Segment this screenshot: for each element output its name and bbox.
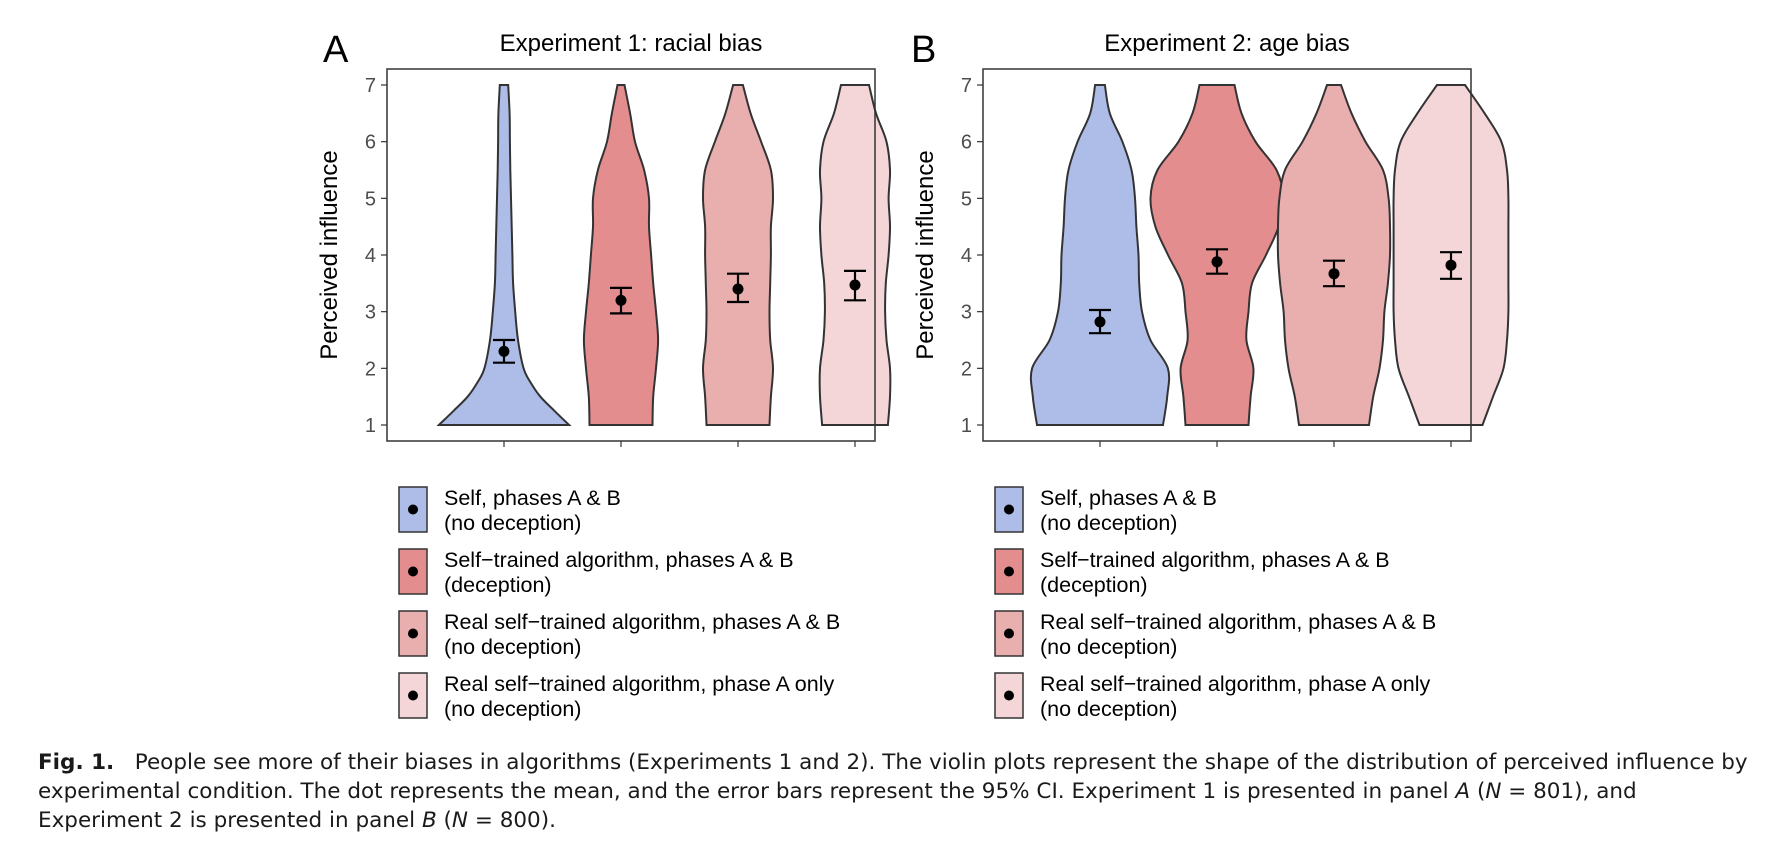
plot-frame [386,68,876,442]
y-tick-label: 6 [961,132,972,154]
legend-dot [1004,628,1014,639]
y-tick-label: 1 [365,415,376,437]
caption-panel-b: B [421,808,437,833]
y-tick-label: 2 [961,358,972,380]
y-axis-label: Perceived influence [316,150,343,359]
legend-dot [408,504,418,515]
y-axis-label: Perceived influence [912,150,939,359]
caption-text-4: ( [436,808,452,833]
legend-label-detail: (no deception) [444,511,581,535]
mean-dot [1094,316,1106,328]
y-tick-label: 5 [961,188,972,210]
violin-3 [701,84,775,426]
legend-label: Real self−trained algorithm, phases A & … [444,610,840,634]
y-tick-label: 6 [365,132,376,154]
violin-2 [582,84,660,426]
legend-dot [1004,690,1014,701]
mean-dot [1211,256,1223,268]
y-tick-label: 4 [365,245,376,267]
legend-label: Self−trained algorithm, phases A & B [1040,548,1390,572]
legend-label-detail: (no deception) [1040,697,1177,721]
figure-canvas: A Experiment 1: racial bias Perceived infl… [316,29,1510,721]
violin-3 [1276,84,1392,426]
panel-title: Experiment 2: age bias [1104,30,1349,57]
mean-dot [849,279,861,291]
legend-label: Self, phases A & B [444,486,621,510]
mean-dot [732,283,744,295]
caption-label: Fig. 1. [38,750,115,775]
violin-1 [1029,84,1171,426]
figure-caption: Fig. 1. People see more of their biases … [38,748,1758,835]
mean-dot [498,345,510,357]
mean-dot [1328,268,1340,280]
legend-dot [1004,504,1014,515]
mean-dot [615,294,627,306]
caption-n-symbol-2: N [451,808,469,833]
legend-label-detail: (deception) [1040,573,1148,597]
y-tick-label: 7 [365,75,376,97]
y-tick-label: 7 [961,75,972,97]
y-tick-label: 3 [365,302,376,324]
violin-4 [818,84,892,426]
legend-dot [408,566,418,577]
plot-frame [982,68,1472,442]
legend-label: Real self−trained algorithm, phase A onl… [444,672,834,696]
caption-text-5: = 800). [468,808,556,833]
panel-b: B Experiment 2: age bias Perceived influen… [911,29,1510,721]
mean-dot [1445,259,1457,271]
legend-label-detail: (no deception) [1040,511,1177,535]
legend-dot [408,628,418,639]
caption-text-2: ( [1470,779,1486,804]
legend-label-detail: (no deception) [444,697,581,721]
legend-label: Self, phases A & B [1040,486,1217,510]
y-tick-label: 5 [365,188,376,210]
legend-label-detail: (no deception) [444,635,581,659]
legend: Self, phases A & B(no deception)Self−tra… [398,486,840,721]
y-tick-label: 4 [961,245,972,267]
legend-label: Real self−trained algorithm, phases A & … [1040,610,1436,634]
caption-text-1: People see more of their biases in algor… [38,750,1748,804]
violin-1 [436,84,572,426]
panel-label: B [911,29,936,71]
legend: Self, phases A & B(no deception)Self−tra… [994,486,1436,721]
y-tick-label: 2 [365,358,376,380]
legend-label-detail: (no deception) [1040,635,1177,659]
legend-label-detail: (deception) [444,573,552,597]
y-tick-label: 3 [961,302,972,324]
panel-title: Experiment 1: racial bias [500,30,763,57]
panel-label: A [323,29,349,71]
legend-dot [408,690,418,701]
panel-a: A Experiment 1: racial bias Perceived infl… [316,29,892,721]
legend-dot [1004,566,1014,577]
caption-panel-a: A [1455,779,1471,804]
caption-text-3: = 801), and Experiment 2 is presented in… [38,779,1637,833]
y-tick-label: 1 [961,415,972,437]
legend-label: Self−trained algorithm, phases A & B [444,548,794,572]
legend-label: Real self−trained algorithm, phase A onl… [1040,672,1430,696]
caption-n-symbol-1: N [1485,779,1502,804]
